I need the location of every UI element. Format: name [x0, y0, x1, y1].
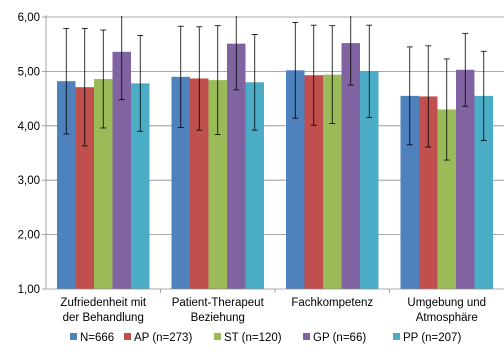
bar	[419, 96, 438, 289]
x-category-labels: Zufriedenheit mit der Behandlung Patient-T…	[60, 297, 486, 324]
legend-label: GP (n=66)	[313, 332, 366, 344]
bar	[323, 74, 342, 289]
legend-swatch	[214, 333, 221, 340]
bar	[75, 87, 94, 290]
x-category-label: der Behandlung	[63, 312, 144, 324]
bar	[341, 43, 360, 289]
bar	[112, 51, 131, 290]
bar	[131, 83, 150, 289]
bar	[474, 95, 493, 289]
bar	[360, 71, 379, 290]
y-tick-labels: 1,00 2,00 3,00 4,00 5,00 6,00	[18, 12, 40, 296]
bar	[245, 82, 264, 289]
x-category-label: Atmosphäre	[416, 312, 478, 324]
bar	[437, 109, 456, 289]
x-category-label: Fachkompetenz	[291, 297, 373, 309]
legend-label: AP (n=273)	[134, 332, 192, 344]
legend-swatch	[303, 333, 310, 340]
axes	[42, 15, 504, 293]
bar	[94, 79, 113, 290]
legend-label: ST (n=120)	[224, 332, 282, 344]
bars	[57, 43, 493, 290]
x-category-label: Beziehung	[191, 312, 245, 324]
bar	[208, 80, 227, 289]
y-tick-label: 5,00	[18, 66, 40, 78]
y-tick-label: 6,00	[18, 12, 40, 24]
x-category-label: Umgebung und	[407, 297, 486, 309]
legend-swatch	[124, 333, 131, 340]
bar	[456, 69, 475, 289]
x-category-label: Zufriedenheit mit	[60, 297, 146, 309]
bar	[227, 43, 246, 289]
legend-label: PP (n=207)	[403, 332, 461, 344]
bar	[400, 95, 419, 289]
x-category-label: Patient-Therapeut	[172, 297, 265, 309]
y-tick-label: 4,00	[18, 121, 40, 133]
legend-label: N=666	[80, 332, 114, 344]
bar	[171, 76, 190, 289]
error-bars	[63, 16, 487, 161]
bar	[304, 75, 323, 289]
legend-swatch	[393, 333, 400, 340]
bar	[286, 70, 305, 289]
y-tick-label: 1,00	[18, 284, 40, 296]
legend: N=666 AP (n=273) ST (n=120) GP (n=66) PP (n=…	[70, 332, 461, 344]
y-tick-label: 3,00	[18, 175, 40, 187]
bar	[57, 81, 76, 289]
y-tick-label: 2,00	[18, 230, 40, 242]
legend-swatch	[70, 333, 77, 340]
bar	[190, 78, 209, 289]
